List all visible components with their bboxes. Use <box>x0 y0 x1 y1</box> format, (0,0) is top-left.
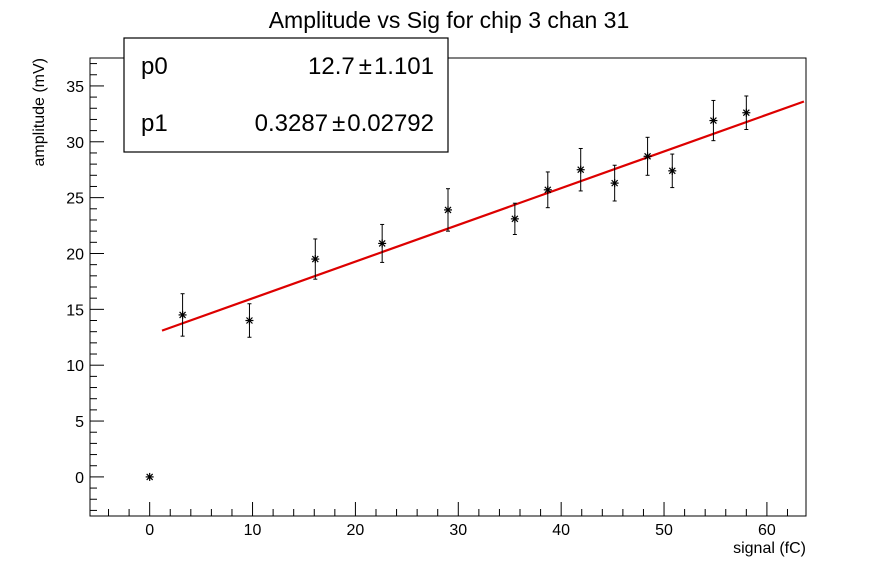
stats-p0-pm: ± <box>359 53 372 80</box>
data-point <box>543 171 552 209</box>
marker-stroke <box>378 240 386 247</box>
marker-stroke <box>668 167 676 175</box>
marker-stroke <box>179 311 187 319</box>
data-point <box>145 472 154 481</box>
marker-stroke <box>577 166 585 174</box>
y-tick-label: 10 <box>66 358 84 375</box>
x-tick-label: 0 <box>145 522 154 539</box>
x-tick-label: 50 <box>655 522 673 539</box>
marker-stroke <box>709 117 717 124</box>
marker-stroke <box>544 186 552 194</box>
y-tick-label: 0 <box>75 470 84 487</box>
x-tick-label: 20 <box>347 522 365 539</box>
y-axis-label: amplitude (mV) <box>31 58 48 166</box>
star-marker <box>668 166 677 175</box>
star-marker <box>145 472 154 481</box>
star-marker <box>742 108 751 117</box>
x-tick-label: 30 <box>449 522 467 539</box>
fit-line <box>161 100 805 332</box>
y-tick-label: 20 <box>66 246 84 263</box>
star-marker <box>510 214 519 223</box>
x-tick-label: 10 <box>244 522 262 539</box>
data-point <box>709 99 718 142</box>
stats-p1-pm: ± <box>332 110 345 137</box>
marker-stroke <box>146 473 154 481</box>
x-tick-label: 60 <box>758 522 776 539</box>
fit-layer <box>161 100 805 332</box>
data-point <box>510 202 519 235</box>
fit-stats-box: p0 12.7 ±1.101 p1 0.3287 ±0.02792 <box>123 37 449 153</box>
data-point <box>643 136 652 176</box>
stats-p1-error: 0.02792 <box>347 110 434 137</box>
marker-stroke <box>444 206 452 214</box>
data-point <box>444 188 452 232</box>
marker-stroke <box>311 255 319 263</box>
axes: 0 10 20 30 40 50 60 0 5 10 15 20 25 30 35 <box>66 63 788 539</box>
star-marker <box>178 310 187 319</box>
y-tick-label: 25 <box>66 191 84 208</box>
svg-text:0.3287±0.02792: 0.3287 ±0.02792 <box>255 110 434 137</box>
stats-p1-name: p1 <box>141 110 168 137</box>
star-marker <box>610 179 619 188</box>
data-point <box>742 95 751 130</box>
y-tick-label: 15 <box>66 302 84 319</box>
marker-stroke <box>742 109 750 117</box>
y-tick-label: 35 <box>66 79 84 96</box>
stats-p0-value: 12.7 <box>308 53 355 80</box>
star-marker <box>245 316 254 325</box>
data-point <box>610 164 619 202</box>
x-tick-label: 40 <box>552 522 570 539</box>
data-point <box>311 238 320 280</box>
data-point <box>668 153 677 189</box>
star-marker <box>643 152 652 161</box>
star-marker <box>311 255 320 264</box>
star-marker <box>444 205 452 214</box>
x-axis-label: signal (fC) <box>733 540 806 557</box>
star-marker <box>543 185 552 194</box>
star-marker <box>709 116 718 125</box>
data-point <box>378 223 387 263</box>
data-point <box>178 293 187 337</box>
y-tick-label: 30 <box>66 135 84 152</box>
chart-title: Amplitude vs Sig for chip 3 chan 31 <box>269 7 630 33</box>
marker-stroke <box>611 179 619 187</box>
points-layer <box>145 95 751 481</box>
data-point <box>245 303 254 338</box>
stats-p1-value: 0.3287 <box>255 110 328 137</box>
stats-p0-error: 1.101 <box>374 53 434 80</box>
marker-stroke <box>644 152 651 160</box>
data-point <box>576 147 585 192</box>
svg-text:12.7±1.101: 12.7 ±1.101 <box>308 53 434 80</box>
marker-stroke <box>511 215 519 223</box>
y-tick-label: 5 <box>75 414 84 431</box>
marker-stroke <box>246 317 253 324</box>
star-marker <box>576 165 585 174</box>
star-marker <box>378 239 387 248</box>
stats-p0-name: p0 <box>141 53 168 80</box>
